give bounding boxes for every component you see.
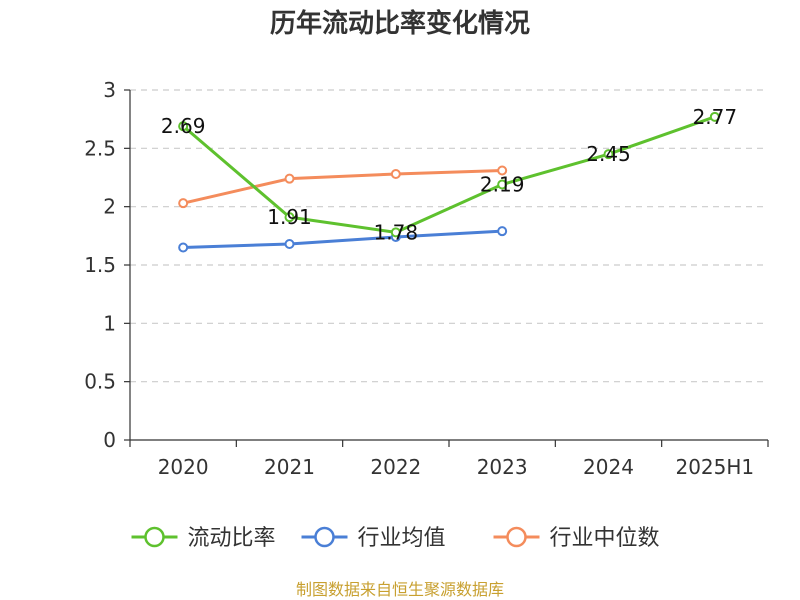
data-label: 2.69 xyxy=(161,114,206,138)
y-tick-label: 0 xyxy=(103,428,116,452)
data-point xyxy=(497,165,508,176)
legend-item-0[interactable]: 流动比率 xyxy=(131,526,276,551)
data-point xyxy=(178,198,189,209)
x-tick-label: 2022 xyxy=(370,455,421,479)
legend-item-2[interactable]: 行业中位数 xyxy=(493,526,660,551)
series-line xyxy=(183,229,503,249)
data-point xyxy=(284,239,295,249)
x-tick-label: 2021 xyxy=(264,455,315,479)
x-tick-label: 2023 xyxy=(477,455,528,479)
series-line xyxy=(182,115,716,234)
axes: 0 0.5 1 1.5 2 2.5 3 2020 2021 2022 2023 2024 2025H1 xyxy=(84,78,769,479)
chart-title: 历年流动比率变化情况 xyxy=(270,8,530,39)
data-label: 1.91 xyxy=(267,205,312,229)
series-line xyxy=(182,169,503,205)
legend-marker xyxy=(506,526,527,548)
source-footer: 制图数据来自恒生聚源数据库 xyxy=(296,580,504,599)
series-2 xyxy=(178,165,508,209)
data-point xyxy=(284,173,295,184)
data-label: 2.19 xyxy=(480,173,525,197)
y-tick-label: 2 xyxy=(103,195,116,219)
data-label: 2.45 xyxy=(586,142,631,166)
y-tick-label: 1 xyxy=(103,311,116,335)
data-point xyxy=(603,149,614,160)
series-0 xyxy=(178,111,720,238)
x-tick-label: 2025H1 xyxy=(675,455,754,479)
legend-marker xyxy=(314,526,335,548)
data-point xyxy=(390,169,401,179)
data-point xyxy=(709,111,720,122)
legend-label: 行业中位数 xyxy=(550,526,660,551)
legend-marker xyxy=(144,526,165,548)
series-layer xyxy=(178,111,720,253)
grid xyxy=(130,89,768,383)
data-point xyxy=(178,242,189,253)
legend[interactable]: 流动比率 行业均值 行业中位数 xyxy=(131,526,660,551)
x-tick-label: 2020 xyxy=(158,455,209,479)
data-point xyxy=(178,121,189,132)
series-1 xyxy=(178,226,508,253)
y-tick-label: 3 xyxy=(103,78,116,102)
y-tick-label: 2.5 xyxy=(84,136,116,160)
data-point xyxy=(284,212,295,223)
data-labels: 2.69 1.91 1.78 2.19 2.45 2.77 xyxy=(161,105,738,244)
data-point xyxy=(390,227,401,238)
data-point xyxy=(497,179,508,190)
y-tick-label: 1.5 xyxy=(84,253,116,277)
y-tick-label: 0.5 xyxy=(84,370,116,394)
data-label: 2.77 xyxy=(693,105,738,129)
x-tick-label: 2024 xyxy=(583,455,634,479)
legend-label: 流动比率 xyxy=(188,526,276,551)
data-label: 1.78 xyxy=(374,220,419,244)
data-point xyxy=(497,226,508,237)
legend-label: 行业均值 xyxy=(358,526,446,551)
legend-item-1[interactable]: 行业均值 xyxy=(301,526,446,551)
